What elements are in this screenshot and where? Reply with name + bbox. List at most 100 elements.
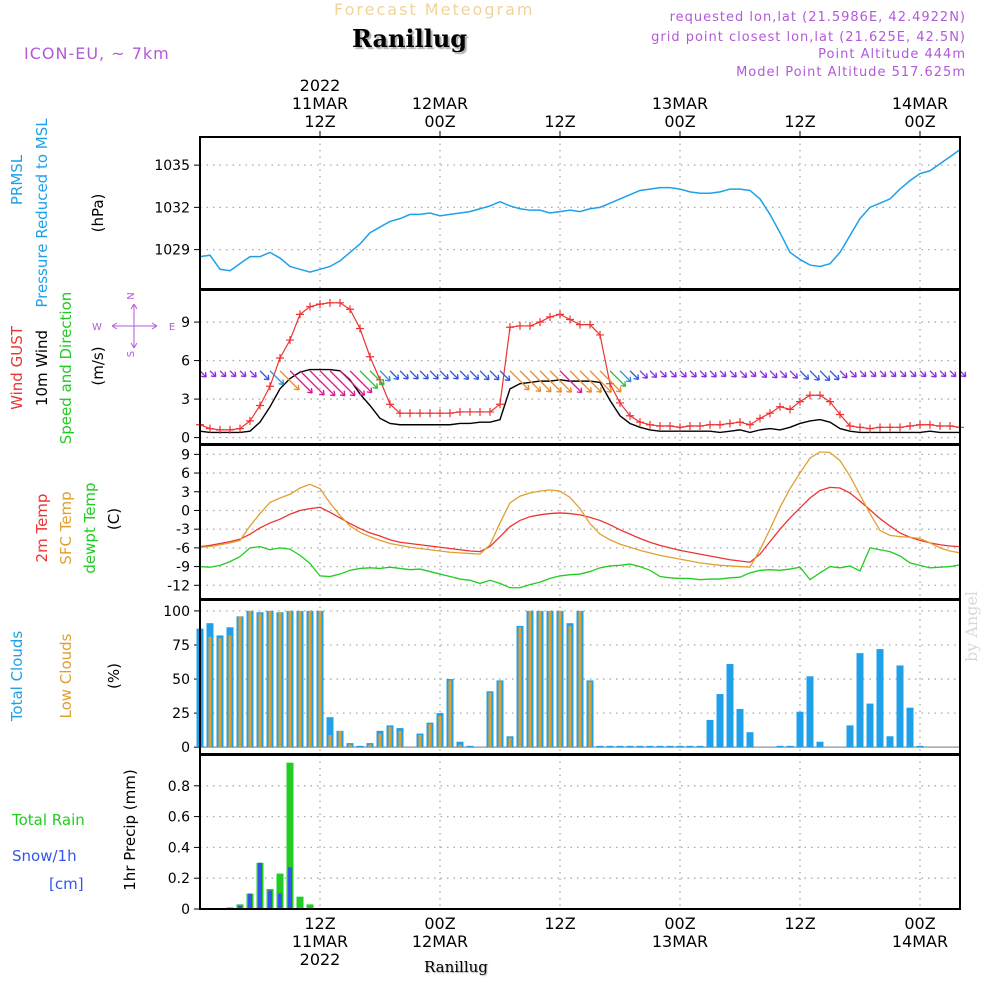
time-axis-top-label: 13MAR: [652, 94, 708, 113]
wind-direction-arrow: [209, 370, 217, 378]
total-cloud-bar: [646, 745, 654, 748]
wind-direction-arrow: [309, 370, 336, 397]
wind-direction-arrow: [869, 370, 877, 378]
wind-direction-arrow: [359, 370, 379, 389]
wind-gust-marker: [736, 418, 744, 427]
y-tick-label: -6: [176, 541, 190, 557]
wind-gust-marker: [346, 305, 354, 314]
wind-gust-marker: [226, 425, 234, 434]
wind-direction-arrow: [279, 370, 300, 391]
time-axis-bottom-label: 00Z: [904, 914, 935, 933]
low-cloud-bar: [388, 726, 392, 748]
time-axis-top-label: 2022: [300, 76, 341, 95]
time-axis-bottom-label: 00Z: [424, 914, 455, 933]
low-cloud-bar: [418, 734, 422, 748]
time-axis-top-label: 00Z: [424, 112, 455, 131]
wind-direction-arrow: [799, 370, 810, 381]
total-cloud-bar: [786, 745, 794, 748]
low-cloud-bar: [588, 681, 592, 748]
wind-direction-arrow: [699, 370, 707, 378]
wind-direction-arrow: [509, 370, 530, 391]
total-cloud-bar: [626, 745, 634, 748]
low-cloud-bar: [298, 610, 302, 748]
wind-direction-arrow: [329, 370, 356, 397]
wind-gust-marker: [626, 411, 634, 420]
y-tick-label: 1032: [154, 200, 190, 216]
total-clouds-label: Total Clouds: [8, 631, 26, 723]
wind-gust-marker: [246, 416, 254, 425]
y-tick-label: 9: [181, 447, 190, 463]
time-axis-bottom-label: 12Z: [304, 914, 335, 933]
wind-gust-marker: [496, 400, 504, 409]
low-cloud-bar: [328, 734, 332, 748]
total-cloud-bar: [616, 745, 624, 748]
total-cloud-bar: [796, 711, 804, 748]
wind-gust-marker: [746, 420, 754, 429]
wind-direction-arrow: [609, 370, 627, 388]
panel-2: 0 3 6 9: [181, 290, 960, 447]
wind-direction-arrow: [729, 370, 737, 378]
wind-direction-arrow: [399, 370, 409, 380]
wind-direction-arrow: [849, 370, 857, 378]
low-cloud-bar: [528, 610, 532, 748]
wind-direction-arrow: [759, 370, 768, 379]
wind-gust-marker: [816, 391, 824, 400]
wind-direction-arrow: [819, 370, 831, 382]
wind-direction-arrow: [929, 370, 937, 378]
snow-bar: [238, 905, 242, 909]
wind-direction-arrow: [459, 370, 470, 381]
wind-direction-arrow: [249, 370, 257, 378]
wind-direction-arrow: [779, 370, 788, 379]
total-cloud-bar: [846, 725, 854, 748]
wind-gust-marker: [526, 321, 534, 330]
low-cloud-bar: [428, 724, 432, 748]
total-cloud-bar: [696, 745, 704, 748]
wind-gust-marker: [936, 422, 944, 431]
wind-direction-arrow: [659, 370, 667, 378]
time-axis-bottom-label: 13MAR: [652, 932, 708, 951]
low-cloud-bar: [268, 610, 272, 748]
low-cloud-bar: [568, 625, 572, 748]
wind-direction-arrow: [529, 370, 552, 393]
y-tick-label: 0: [181, 503, 190, 519]
wind-direction-arrow: [469, 370, 480, 381]
wind-direction-arrow: [789, 370, 798, 379]
wind-gust-marker: [216, 425, 224, 434]
wind-gust-marker: [546, 312, 554, 321]
panel-1: 1029 1032 1035: [154, 137, 960, 289]
time-axis-top-label: 12Z: [784, 112, 815, 131]
low-cloud-bar: [288, 610, 292, 748]
y-tick-label: 0.6: [168, 810, 190, 826]
wind-gust-marker: [266, 382, 274, 391]
wind-gust-marker: [856, 423, 864, 432]
total-cloud-bar: [356, 745, 364, 748]
low-cloud-bar: [218, 638, 222, 748]
wind-direction-arrow: [589, 370, 612, 393]
wind-gust-marker: [536, 318, 544, 327]
wind-direction-arrow: [739, 370, 748, 379]
time-axis-top-label: 11MAR: [292, 94, 348, 113]
wind-gust-marker: [396, 409, 404, 418]
wind-gust-marker: [916, 420, 924, 429]
y-tick-label: 25: [172, 706, 190, 722]
panel-1-frame: [199, 136, 961, 290]
wind-direction-arrow: [559, 370, 583, 394]
time-axis-top-label: 14MAR: [892, 94, 948, 113]
wind-gust-marker: [716, 420, 724, 429]
low-cloud-bar: [228, 635, 232, 748]
wind-gust-marker: [946, 422, 954, 431]
total-cloud-bar: [736, 709, 744, 748]
low-cloud-bar: [248, 610, 252, 748]
wind-direction-arrow: [649, 370, 658, 379]
wind-direction-arrow: [239, 370, 247, 378]
wind-gust-marker: [506, 323, 514, 332]
wind-gust-marker: [826, 397, 834, 406]
wind-gust-marker: [656, 422, 664, 431]
snow-bar: [278, 893, 282, 909]
low-cloud-bar: [508, 737, 512, 748]
wind-direction-arrow: [339, 370, 366, 396]
low-cloud-bar: [258, 613, 262, 748]
wind-gust-marker: [806, 391, 814, 400]
time-axis-top-label: 00Z: [904, 112, 935, 131]
